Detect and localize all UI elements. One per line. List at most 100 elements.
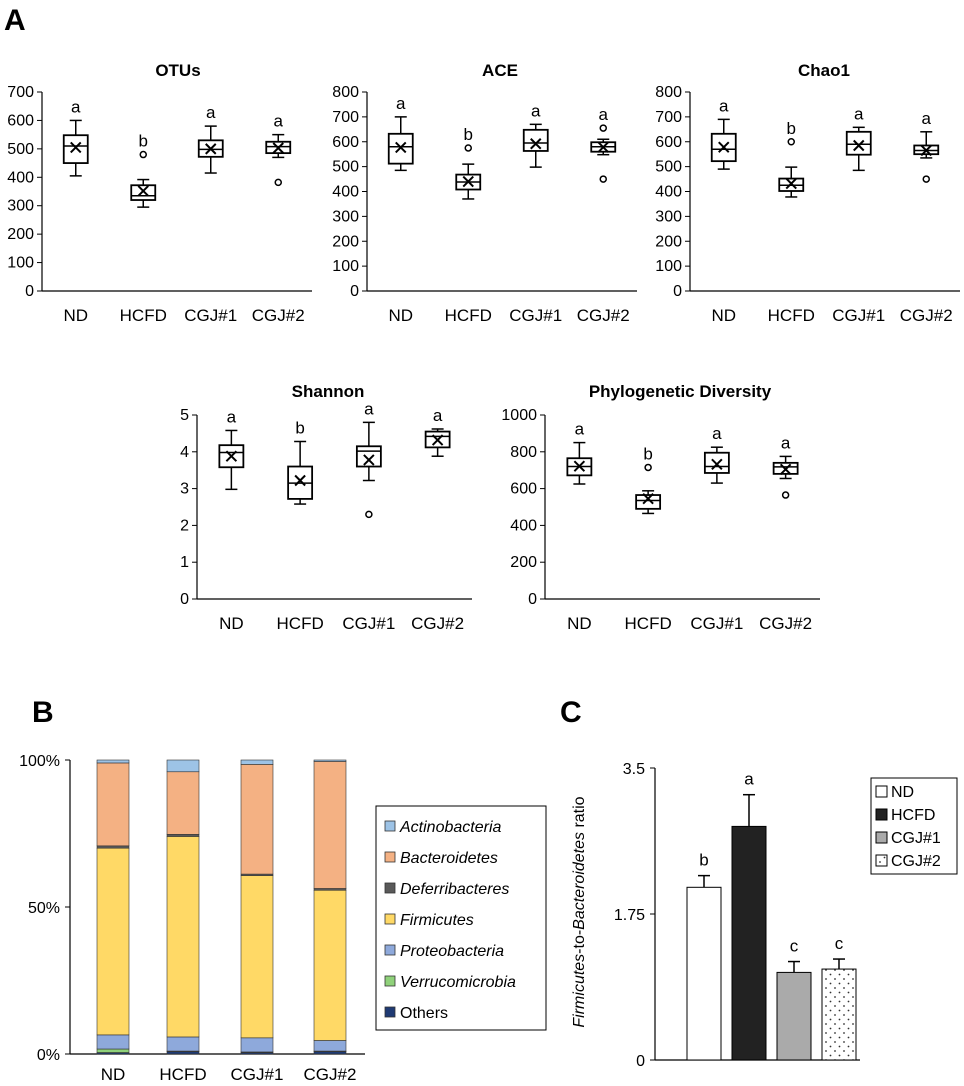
box-CGJ#1: a bbox=[703, 424, 730, 484]
stacked-bar-chart-phyla: 0% 50% 100% ND HCFD CGJ#1 CGJ#2 Actinobacteria B… bbox=[19, 753, 547, 1084]
legend-label: Proteobacteria bbox=[400, 943, 504, 960]
mean-marker bbox=[853, 139, 865, 152]
y-tick-label: 4 bbox=[180, 444, 189, 461]
outlier-point bbox=[139, 150, 147, 159]
mean-marker bbox=[711, 458, 723, 471]
legend: Actinobacteria Bacteroidetes Deferribacter… bbox=[375, 805, 547, 1031]
y-tick-label: 700 bbox=[7, 84, 34, 101]
x-tick-label: HCFD bbox=[445, 306, 492, 325]
significance-label: a bbox=[854, 104, 864, 123]
panel-label-a: A bbox=[4, 4, 26, 37]
y-axis-label-part: Bacteroidetes bbox=[571, 832, 588, 930]
box-CGJ#2: a bbox=[424, 406, 451, 457]
bar-ND bbox=[686, 886, 722, 1061]
y-tick-label: 300 bbox=[7, 198, 34, 215]
significance-label: a bbox=[599, 105, 609, 124]
significance-label: a bbox=[227, 407, 237, 426]
box-CGJ#2: a bbox=[772, 433, 799, 499]
x-tick-label: HCFD bbox=[625, 614, 672, 633]
mean-marker bbox=[642, 493, 654, 505]
panel-label-c: C bbox=[560, 696, 582, 729]
mean-marker bbox=[573, 460, 586, 472]
mean-marker bbox=[205, 143, 217, 155]
significance-label: a bbox=[712, 424, 722, 443]
y-tick-label: 800 bbox=[655, 84, 682, 101]
box-iqr bbox=[355, 445, 382, 468]
box-ND: a bbox=[62, 97, 89, 177]
box-iqr bbox=[845, 130, 872, 156]
y-tick-label: 400 bbox=[7, 169, 34, 186]
chart-title: Phylogenetic Diversity bbox=[589, 382, 772, 401]
legend-swatch bbox=[384, 975, 396, 987]
significance-label: a bbox=[719, 96, 729, 115]
mean-marker bbox=[530, 138, 542, 150]
y-tick-label: 1.75 bbox=[614, 907, 645, 924]
legend-label: Bacteroidetes bbox=[400, 850, 498, 867]
y-tick-label: 500 bbox=[332, 159, 359, 176]
legend-swatch bbox=[384, 944, 396, 956]
x-tick-label: ND bbox=[388, 306, 413, 325]
legend-label: HCFD bbox=[891, 807, 935, 824]
boxplot-ace: ACE 0 100 200 300 400 500 600 700 800 ND HCFD CGJ#1 C… bbox=[332, 61, 637, 325]
bar-segment bbox=[313, 761, 347, 889]
box-ND: a bbox=[218, 407, 245, 491]
mean-marker bbox=[70, 141, 82, 154]
box-HCFD: b bbox=[455, 125, 482, 200]
x-tick-label: ND bbox=[63, 306, 88, 325]
legend-swatch bbox=[384, 913, 396, 925]
significance-label: a bbox=[575, 420, 585, 439]
bar-segment bbox=[166, 759, 200, 773]
x-tick-label: CGJ#1 bbox=[832, 306, 885, 325]
x-tick-label: CGJ#1 bbox=[690, 614, 743, 633]
box-iqr bbox=[635, 494, 662, 510]
bar-segment bbox=[240, 875, 274, 1039]
significance-label: a bbox=[744, 770, 754, 789]
x-tick-label: ND bbox=[219, 614, 244, 633]
y-tick-label: 800 bbox=[332, 84, 359, 101]
bar-segment bbox=[96, 845, 130, 849]
bar-segment bbox=[313, 1051, 347, 1055]
legend: ND HCFD CGJ#1 CGJ#2 bbox=[870, 777, 958, 875]
boxplot-shannon: Shannon 0 1 2 3 4 5 ND HCFD CGJ#1 CGJ#2 a b a a bbox=[180, 382, 472, 633]
y-tick-label: 100 bbox=[332, 258, 359, 275]
box-HCFD: b bbox=[635, 444, 662, 515]
mean-marker bbox=[225, 450, 238, 462]
y-tick-label: 300 bbox=[332, 208, 359, 225]
legend-swatch bbox=[875, 831, 888, 844]
significance-label: a bbox=[206, 103, 216, 122]
box-HCFD: b bbox=[778, 119, 805, 198]
legend-label: CGJ#2 bbox=[891, 853, 941, 870]
mean-marker bbox=[785, 177, 797, 190]
y-tick-label: 50% bbox=[28, 900, 60, 917]
significance-label: b bbox=[295, 418, 304, 437]
y-tick-label: 200 bbox=[7, 226, 34, 243]
significance-label: a bbox=[433, 406, 443, 425]
legend-swatch bbox=[384, 820, 396, 832]
y-axis-label-part: Firmicutes bbox=[571, 954, 588, 1028]
y-tick-label: 700 bbox=[332, 109, 359, 126]
y-tick-label: 500 bbox=[655, 159, 682, 176]
chart-title: OTUs bbox=[155, 61, 200, 80]
mean-marker bbox=[920, 144, 932, 157]
bar-segment bbox=[166, 834, 200, 837]
bar-segment bbox=[96, 1034, 130, 1050]
x-tick-label: HCFD bbox=[768, 306, 815, 325]
x-tick-label: HCFD bbox=[277, 614, 324, 633]
box-ND: a bbox=[710, 96, 737, 170]
bar-segment bbox=[96, 1048, 130, 1053]
y-tick-label: 0 bbox=[673, 283, 682, 300]
x-tick-label: CGJ#1 bbox=[342, 614, 395, 633]
y-tick-label: 100% bbox=[19, 753, 60, 770]
legend-swatch bbox=[875, 785, 888, 798]
x-tick-label: ND bbox=[711, 306, 736, 325]
y-tick-label: 0 bbox=[636, 1053, 645, 1070]
mean-marker bbox=[431, 434, 444, 446]
y-tick-label: 3.5 bbox=[623, 761, 645, 778]
significance-label: c bbox=[790, 937, 799, 956]
mean-marker bbox=[137, 185, 149, 197]
x-tick-label: CGJ#2 bbox=[759, 614, 812, 633]
legend-label: Firmicutes bbox=[400, 912, 474, 929]
mean-marker bbox=[718, 141, 730, 153]
bar-segment bbox=[240, 1037, 274, 1053]
significance-label: b bbox=[464, 125, 473, 144]
